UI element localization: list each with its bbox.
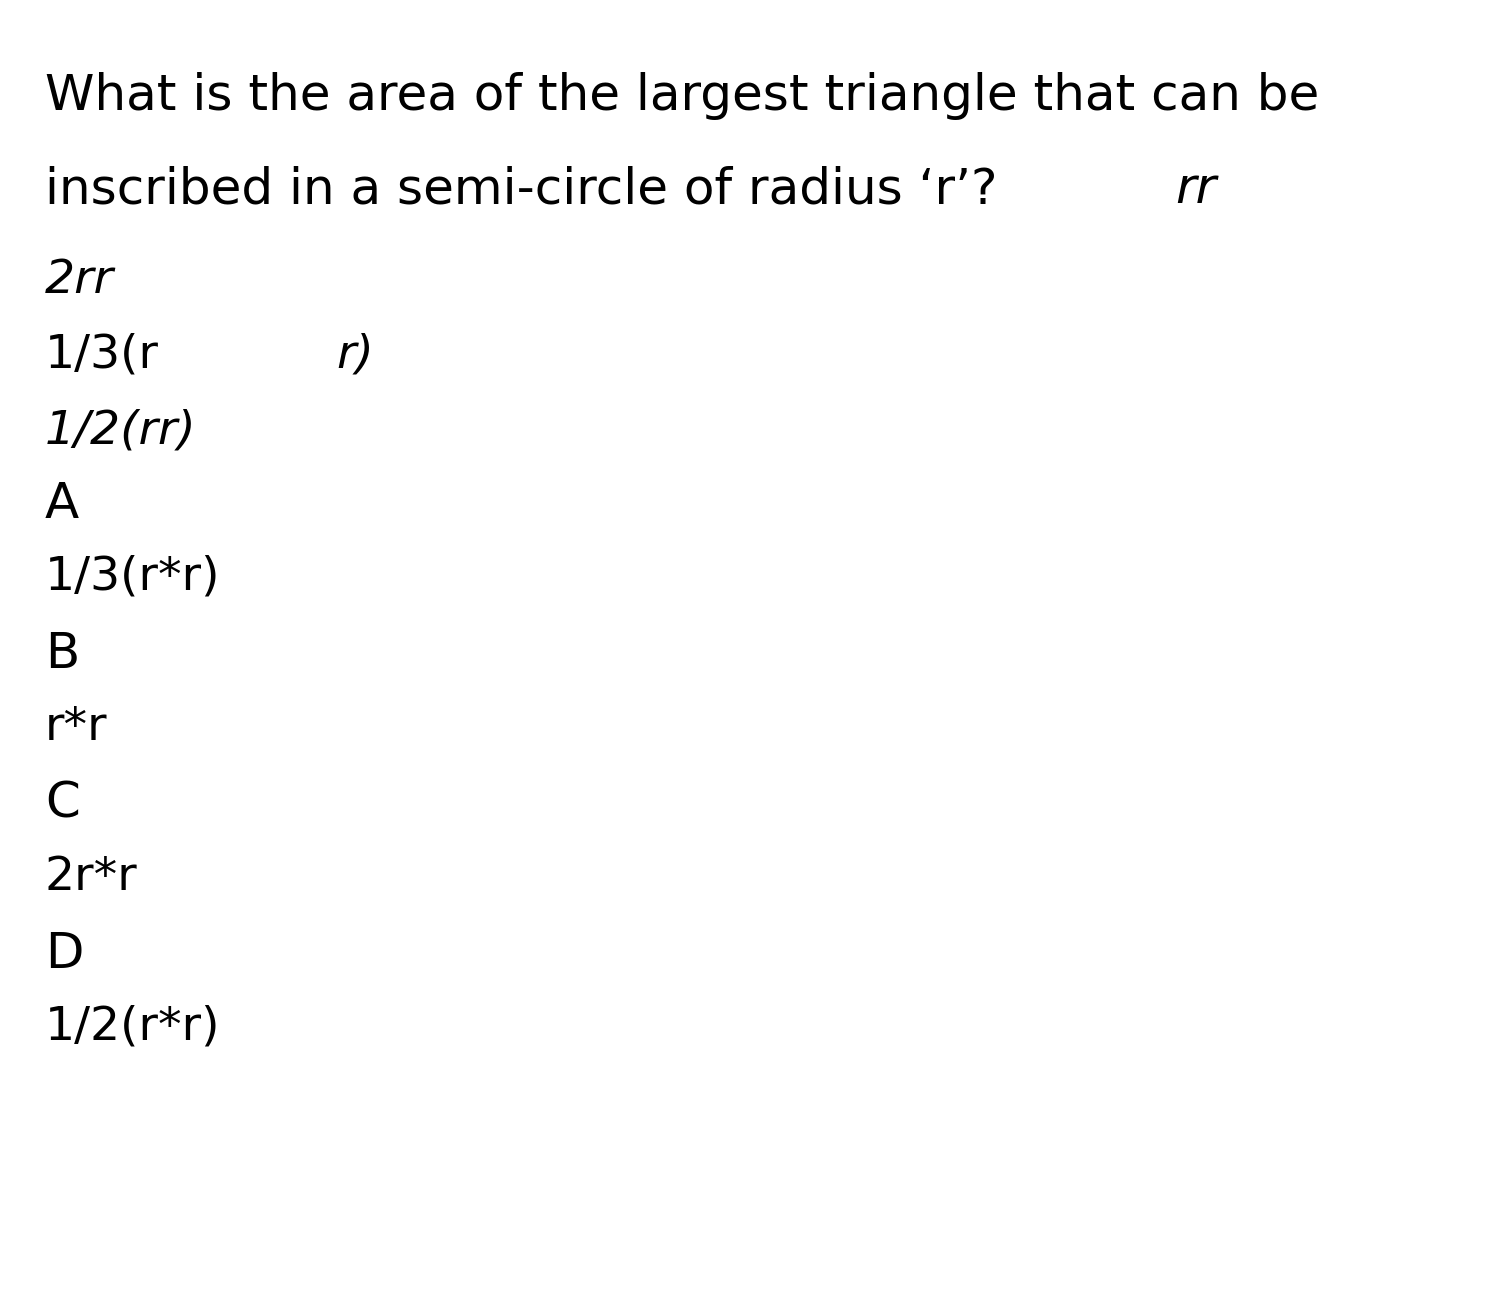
Text: A: A — [45, 480, 80, 528]
Text: inscribed in a semi-circle of radius ‘r’?: inscribed in a semi-circle of radius ‘r’… — [45, 166, 998, 213]
Text: C: C — [45, 780, 80, 828]
Text: rr: rr — [1174, 166, 1216, 213]
Text: D: D — [45, 930, 84, 978]
Text: 1/2(r*r): 1/2(r*r) — [45, 1005, 220, 1050]
Text: 1/2(rr): 1/2(rr) — [45, 408, 196, 452]
Text: 1/3(r: 1/3(r — [45, 333, 159, 378]
Text: B: B — [45, 630, 80, 678]
Text: 2rr: 2rr — [45, 258, 114, 303]
Text: What is the area of the largest triangle that can be: What is the area of the largest triangle… — [45, 72, 1320, 120]
Text: r*r: r*r — [45, 705, 108, 750]
Text: r): r) — [336, 333, 374, 378]
Text: 2r*r: 2r*r — [45, 855, 138, 900]
Text: 1/3(r*r): 1/3(r*r) — [45, 556, 220, 600]
